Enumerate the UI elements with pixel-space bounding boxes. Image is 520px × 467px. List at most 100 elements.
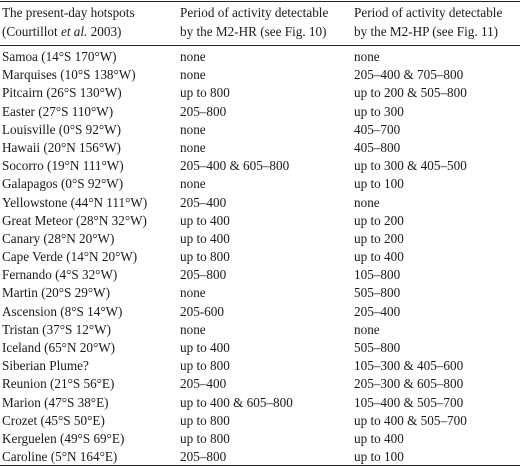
- m2hp-cell: up to 400 & 505–700: [354, 412, 467, 428]
- m2hr-cell: up to 800: [180, 358, 230, 374]
- hotspot-cell: Kerguelen (49°S 69°E): [2, 430, 125, 446]
- m2hr-cell: 205–800: [180, 449, 227, 465]
- m2hr-cell: none: [180, 285, 206, 301]
- hotspot-cell: Iceland (65°N 20°W): [2, 340, 116, 355]
- table-row: Canary (28°N 20°W) up to 400 up to 200: [0, 230, 520, 248]
- hotspot-cell: Caroline (5°N 164°E): [2, 449, 118, 465]
- m2hr-cell: 205–400: [180, 194, 227, 210]
- m2hp-cell: none: [354, 49, 380, 64]
- hotspot-cell: Siberian Plume?: [2, 358, 89, 374]
- table-bottom-rule: [0, 465, 520, 466]
- table-row: Marquises (10°S 138°W) none 205–400 & 705–…: [0, 66, 520, 84]
- table-row: Reunion (21°S 56°E) 205–400 205–300 & 605–…: [0, 375, 520, 393]
- hotspot-cell: Reunion (21°S 56°E): [2, 376, 115, 392]
- m2hr-cell: none: [180, 139, 206, 155]
- m2hr-cell: up to 400: [180, 212, 230, 228]
- table-row: Ascension (8°S 14°W) 205-600 205–400: [0, 303, 520, 321]
- m2hp-cell: 205–300 & 605–800: [354, 376, 464, 392]
- table-row: Galapagos (0°S 92°W) none up to 100: [0, 175, 520, 193]
- m2hp-cell: up to 300 & 405–500: [354, 158, 467, 174]
- header-hotspots-italic: et al.: [60, 24, 88, 39]
- m2hp-cell: none: [354, 321, 380, 337]
- hotspot-cell: Crozet (45°S 50°E): [2, 412, 105, 428]
- m2hp-cell: 505–800: [354, 285, 401, 301]
- hotspot-cell: Marquises (10°S 138°W): [2, 67, 136, 83]
- m2hp-cell: up to 200: [354, 212, 404, 228]
- hotspot-cell: Cape Verde (14°N 20°W): [2, 249, 138, 265]
- header-m2hp-line2: by the M2-HP (see Fig. 11): [354, 24, 499, 39]
- m2hp-cell: up to 300: [354, 103, 404, 119]
- table-header: The present-day hotspots (Courtillot et …: [0, 3, 520, 45]
- table-row: Caroline (5°N 164°E) 205–800 up to 100: [0, 448, 520, 466]
- table-header-rule: [0, 45, 520, 46]
- m2hr-cell: none: [180, 67, 206, 83]
- table-body: Samoa (14°S 170°W) none none Marquises (10°…: [0, 48, 520, 466]
- m2hr-cell: up to 400: [180, 340, 230, 355]
- m2hp-cell: 405–700: [354, 121, 401, 137]
- m2hp-cell: 505–800: [354, 340, 401, 355]
- m2hr-cell: up to 800: [180, 85, 230, 101]
- header-hotspots-prefix: (Courtillot: [2, 24, 61, 39]
- header-m2hr-line1: Period of activity detectable: [180, 5, 329, 20]
- m2hr-cell: 205–400 & 605–800: [180, 158, 290, 174]
- table-row: Hawaii (20°N 156°W) none 405–800: [0, 139, 520, 157]
- m2hp-cell: up to 100: [354, 449, 404, 465]
- hotspot-cell: Pitcairn (26°S 130°W): [2, 85, 122, 101]
- m2hr-cell: up to 800: [180, 249, 230, 265]
- table-row: Siberian Plume? up to 800 105–300 & 405–60…: [0, 357, 520, 375]
- table-row: Socorro (19°N 111°W) 205–400 & 605–800 up …: [0, 157, 520, 175]
- table-row: Martin (20°S 29°W) none 505–800: [0, 284, 520, 302]
- hotspot-cell: Socorro (19°N 111°W): [2, 158, 124, 174]
- header-hotspots-line2: (Courtillot et al. 2003): [2, 22, 135, 41]
- table-row: Pitcairn (26°S 130°W) up to 800 up to 200 …: [0, 84, 520, 102]
- header-m2hr: Period of activity detectable by the M2-…: [180, 3, 328, 41]
- table-row: Samoa (14°S 170°W) none none: [0, 48, 520, 66]
- table-row: Louisville (0°S 92°W) none 405–700: [0, 121, 520, 139]
- hotspot-cell: Louisville (0°S 92°W): [2, 121, 121, 137]
- header-hotspots-suffix: 2003): [87, 24, 122, 39]
- hotspot-cell: Great Meteor (28°N 32°W): [2, 212, 147, 228]
- hotspot-cell: Marion (47°S 38°E): [2, 394, 109, 410]
- m2hp-cell: none: [354, 194, 380, 210]
- hotspot-cell: Canary (28°N 20°W): [2, 230, 115, 246]
- m2hr-cell: up to 800: [180, 430, 230, 446]
- hotspot-cell: Fernando (4°S 32°W): [2, 267, 118, 283]
- m2hp-cell: 105–400 & 505–700: [354, 394, 464, 410]
- m2hr-cell: none: [180, 121, 206, 137]
- table-row: Fernando (4°S 32°W) 205–800 105–800: [0, 266, 520, 284]
- header-hotspots: The present-day hotspots (Courtillot et …: [2, 3, 135, 41]
- m2hr-cell: 205–800: [180, 267, 227, 283]
- m2hp-cell: 105–800: [354, 267, 401, 283]
- header-m2hp: Period of activity detectable by the M2-…: [354, 3, 502, 41]
- hotspot-cell: Tristan (37°S 12°W): [2, 321, 111, 337]
- header-m2hp-line1: Period of activity detectable: [354, 5, 503, 20]
- hotspot-cell: Hawaii (20°N 156°W): [2, 139, 121, 155]
- m2hr-cell: up to 800: [180, 412, 230, 428]
- hotspot-cell: Yellowstone (44°N 111°W): [2, 194, 148, 210]
- m2hp-cell: 205–400: [354, 303, 401, 319]
- m2hr-cell: 205-600: [180, 303, 224, 319]
- m2hr-cell: up to 400 & 605–800: [180, 394, 293, 410]
- m2hp-cell: up to 200 & 505–800: [354, 85, 467, 101]
- hotspot-cell: Galapagos (0°S 92°W): [2, 176, 124, 192]
- m2hr-cell: none: [180, 321, 206, 337]
- header-m2hr-line2: by the M2-HR (see Fig. 10): [180, 24, 327, 39]
- m2hr-cell: up to 400: [180, 230, 230, 246]
- hotspot-cell: Ascension (8°S 14°W): [2, 303, 123, 319]
- m2hr-cell: 205–400: [180, 376, 227, 392]
- m2hr-cell: none: [180, 49, 206, 64]
- m2hr-cell: 205–800: [180, 103, 227, 119]
- table-row: Cape Verde (14°N 20°W) up to 800 up to 400: [0, 248, 520, 266]
- m2hp-cell: 405–800: [354, 139, 401, 155]
- table-row: Crozet (45°S 50°E) up to 800 up to 400 & 5…: [0, 412, 520, 430]
- m2hp-cell: 205–400 & 705–800: [354, 67, 464, 83]
- table-top-rule: [0, 1, 520, 2]
- table-row: Iceland (65°N 20°W) up to 400 505–800: [0, 339, 520, 357]
- table-row: Great Meteor (28°N 32°W) up to 400 up to 2…: [0, 212, 520, 230]
- header-hotspots-line1: The present-day hotspots: [2, 5, 135, 20]
- table-row: Easter (27°S 110°W) 205–800 up to 300: [0, 103, 520, 121]
- hotspot-cell: Samoa (14°S 170°W): [2, 49, 117, 64]
- m2hp-cell: up to 100: [354, 176, 404, 192]
- hotspot-cell: Martin (20°S 29°W): [2, 285, 110, 301]
